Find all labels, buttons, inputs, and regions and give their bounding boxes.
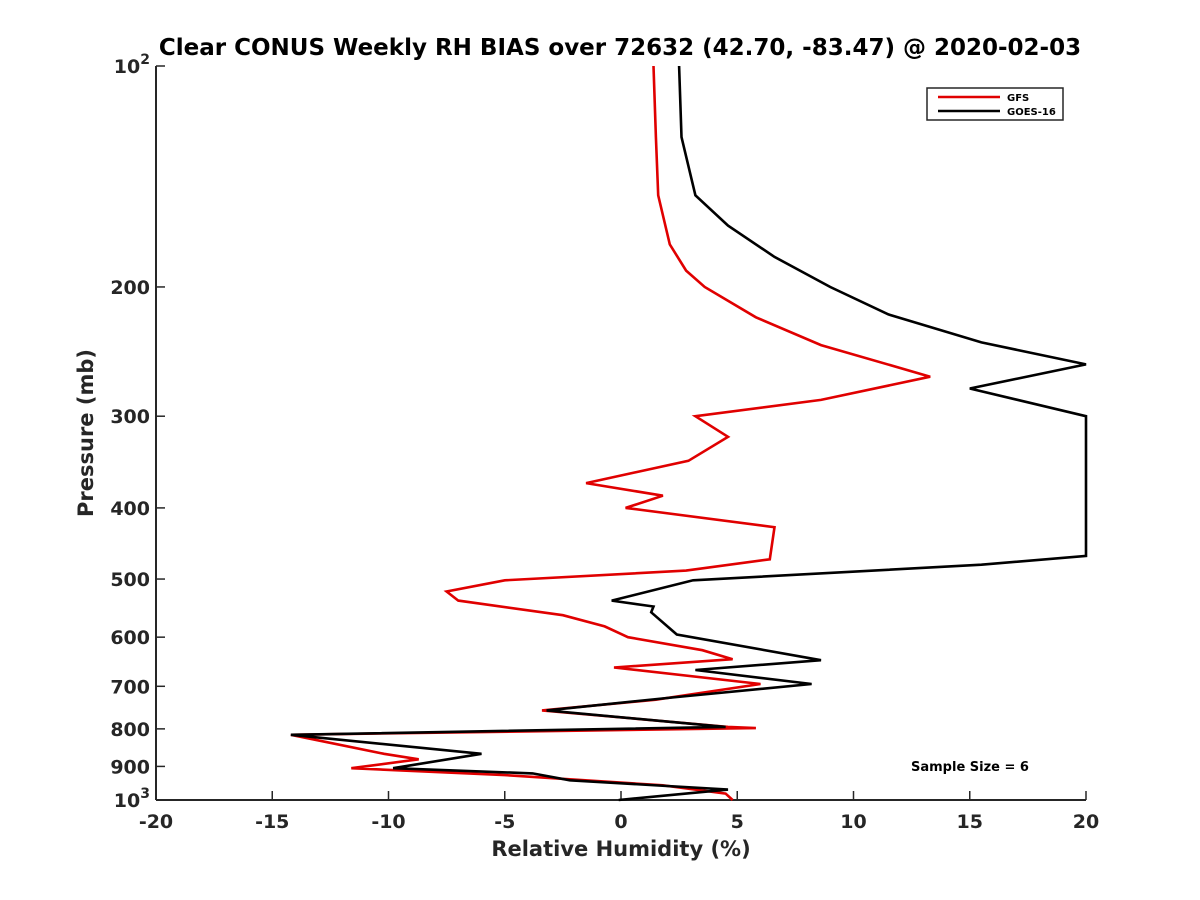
legend-box — [926, 87, 1064, 121]
y-tick-label: 300 — [110, 406, 150, 428]
y-tick-label: 700 — [110, 676, 150, 698]
series-line-goes16 — [290, 65, 1088, 802]
y-tick-label: 500 — [110, 569, 150, 591]
x-tick-label: 0 — [614, 811, 627, 833]
y-tick-label: 102 — [114, 52, 150, 78]
x-tick-label: 20 — [1073, 811, 1099, 833]
x-axis-label: Relative Humidity (%) — [491, 837, 750, 861]
x-tick-label: 15 — [957, 811, 983, 833]
x-tick-label: 10 — [840, 811, 866, 833]
x-tick-label: -10 — [371, 811, 405, 833]
series-lines — [290, 65, 1088, 802]
plot-axes — [155, 66, 1086, 801]
sample-size-annotation: Sample Size = 6 — [911, 760, 1029, 775]
y-tick-label: 900 — [110, 756, 150, 778]
x-tick-label: -20 — [139, 811, 173, 833]
y-ticks: 102 200 300 400 500 600 700 800 900 103 — [110, 52, 165, 812]
legend-label-goes16: GOES-16 — [1007, 107, 1056, 118]
x-tick-label: -5 — [494, 811, 515, 833]
x-tick-label: 5 — [731, 811, 744, 833]
y-tick-label: 200 — [110, 277, 150, 299]
legend: GFS GOES-16 — [926, 87, 1064, 121]
y-tick-label: 400 — [110, 498, 150, 520]
y-tick-label: 103 — [114, 786, 150, 812]
chart-title: Clear CONUS Weekly RH BIAS over 72632 (4… — [159, 35, 1081, 61]
x-ticks: -20 -15 -10 -5 0 5 10 15 20 — [139, 791, 1099, 833]
series-line-gfs — [290, 65, 931, 801]
y-tick-label: 800 — [110, 719, 150, 741]
y-tick-label: 600 — [110, 627, 150, 649]
y-axis-label: Pressure (mb) — [74, 349, 98, 517]
x-tick-label: -15 — [255, 811, 289, 833]
legend-label-gfs: GFS — [1007, 93, 1029, 104]
